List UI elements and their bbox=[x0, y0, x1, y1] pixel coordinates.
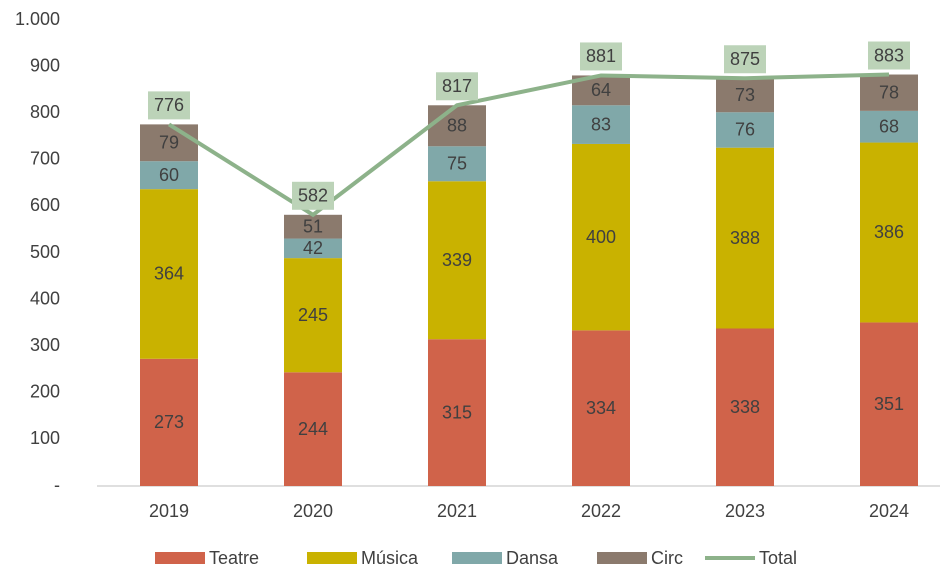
total-label: 883 bbox=[874, 45, 904, 65]
x-tick-label: 2019 bbox=[149, 501, 189, 521]
legend-swatch bbox=[597, 552, 647, 564]
bar-segment bbox=[572, 330, 630, 486]
total-label-box bbox=[292, 181, 334, 210]
legend-label: Teatre bbox=[209, 548, 259, 568]
bar-segment bbox=[140, 189, 198, 359]
bar-segment bbox=[284, 372, 342, 486]
total-label: 582 bbox=[298, 186, 328, 206]
x-tick-label: 2023 bbox=[725, 501, 765, 521]
y-tick-label: 900 bbox=[30, 55, 60, 75]
data-label: 75 bbox=[447, 154, 467, 174]
legend-label: Dansa bbox=[506, 548, 559, 568]
bar-segment bbox=[284, 258, 342, 373]
data-label: 334 bbox=[586, 398, 616, 418]
bar-segment bbox=[716, 147, 774, 329]
data-label: 60 bbox=[159, 165, 179, 185]
y-tick-label: 800 bbox=[30, 102, 60, 122]
x-tick-label: 2020 bbox=[293, 501, 333, 521]
bar-segment bbox=[716, 112, 774, 148]
bar-segment bbox=[428, 339, 486, 486]
y-tick-label: 1.000 bbox=[15, 9, 60, 29]
y-tick-label: 100 bbox=[30, 428, 60, 448]
data-label: 244 bbox=[298, 419, 328, 439]
data-label: 400 bbox=[586, 227, 616, 247]
bar-segment bbox=[572, 105, 630, 144]
y-tick-label: 300 bbox=[30, 335, 60, 355]
data-label: 51 bbox=[303, 216, 323, 236]
bar-segment bbox=[140, 124, 198, 162]
data-label: 78 bbox=[879, 82, 899, 102]
x-tick-label: 2024 bbox=[869, 501, 909, 521]
data-label: 83 bbox=[591, 114, 611, 134]
y-tick-label: 500 bbox=[30, 242, 60, 262]
bar-segment bbox=[716, 328, 774, 486]
data-label: 338 bbox=[730, 397, 760, 417]
legend-label: Música bbox=[361, 548, 419, 568]
data-label: 388 bbox=[730, 228, 760, 248]
bar-segment bbox=[428, 146, 486, 182]
bar-segment bbox=[284, 238, 342, 259]
data-label: 73 bbox=[735, 85, 755, 105]
data-label: 88 bbox=[447, 116, 467, 136]
total-label-box bbox=[868, 41, 910, 70]
data-label: 351 bbox=[874, 394, 904, 414]
bar-segment bbox=[572, 143, 630, 331]
data-label: 273 bbox=[154, 412, 184, 432]
data-label: 386 bbox=[874, 222, 904, 242]
total-label: 881 bbox=[586, 46, 616, 66]
y-tick-label: 400 bbox=[30, 288, 60, 308]
y-tick-label: 700 bbox=[30, 149, 60, 169]
data-label: 79 bbox=[159, 133, 179, 153]
y-tick-label: 200 bbox=[30, 382, 60, 402]
total-label-box bbox=[148, 91, 190, 120]
total-label: 817 bbox=[442, 76, 472, 96]
bar-segment bbox=[860, 74, 918, 111]
data-label: 76 bbox=[735, 120, 755, 140]
data-label: 364 bbox=[154, 264, 184, 284]
x-tick-label: 2021 bbox=[437, 501, 477, 521]
legend-label: Circ bbox=[651, 548, 683, 568]
data-label: 42 bbox=[303, 238, 323, 258]
data-label: 245 bbox=[298, 305, 328, 325]
bar-segment bbox=[716, 78, 774, 113]
bar-segment bbox=[428, 181, 486, 340]
total-label-box bbox=[724, 45, 766, 74]
y-tick-label: 600 bbox=[30, 195, 60, 215]
x-tick-label: 2022 bbox=[581, 501, 621, 521]
legend-label: Total bbox=[759, 548, 797, 568]
total-label-box bbox=[580, 42, 622, 71]
total-label: 776 bbox=[154, 95, 184, 115]
bar-segment bbox=[140, 161, 198, 190]
legend-swatch bbox=[307, 552, 357, 564]
total-label: 875 bbox=[730, 49, 760, 69]
data-label: 64 bbox=[591, 80, 611, 100]
data-label: 68 bbox=[879, 116, 899, 136]
data-label: 315 bbox=[442, 402, 472, 422]
y-tick-label: - bbox=[54, 475, 60, 495]
legend-swatch bbox=[155, 552, 205, 564]
bar-segment bbox=[860, 110, 918, 143]
total-line bbox=[167, 72, 890, 218]
bar-segment bbox=[428, 105, 486, 147]
legend-swatch bbox=[452, 552, 502, 564]
bar-segment bbox=[284, 214, 342, 239]
bar-segment bbox=[860, 142, 918, 323]
bar-segment bbox=[860, 322, 918, 486]
total-label-box bbox=[436, 72, 478, 101]
bar-segment bbox=[140, 358, 198, 486]
data-label: 339 bbox=[442, 250, 472, 270]
